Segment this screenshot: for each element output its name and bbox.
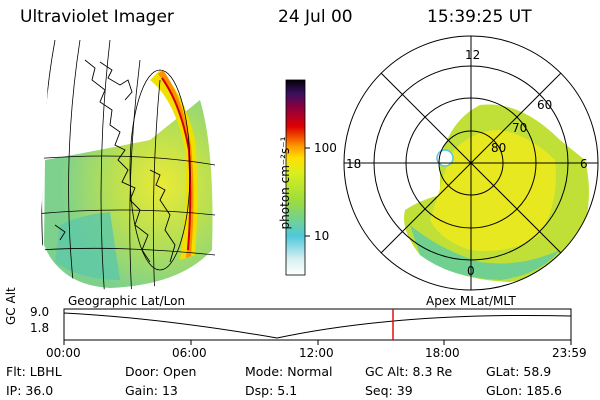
mlt-label-12: 12	[465, 48, 481, 62]
geographic-panel	[40, 40, 215, 290]
colorbar-unit-label: photon cm⁻²s⁻¹	[278, 136, 292, 230]
timeline-ytick-min: 1.8	[30, 321, 50, 335]
status-gcalt-label: GC Alt:	[365, 364, 409, 379]
geographic-panel-label: Geographic Lat/Lon	[68, 294, 186, 308]
status-glon-value: 185.6	[526, 383, 562, 398]
status-flt-value: LBHL	[29, 364, 62, 379]
lat-label-80: 80	[491, 141, 507, 155]
timeline-ytick-max: 9.0	[30, 305, 50, 319]
date-label: 24 Jul 00	[278, 7, 353, 27]
timeline-ylabel: GC Alt	[4, 287, 18, 325]
status-gain: Gain: 13	[125, 383, 178, 398]
status-seq-value: 39	[396, 383, 413, 398]
lat-label-60: 60	[537, 98, 553, 112]
status-gain-value: 13	[161, 383, 178, 398]
status-glon: GLon: 185.6	[486, 383, 562, 398]
status-mode-label: Mode:	[245, 364, 284, 379]
colorbar	[285, 79, 310, 276]
status-glon-label: GLon:	[486, 383, 523, 398]
lat-label-70: 70	[512, 121, 528, 135]
status-seq-label: Seq:	[365, 383, 393, 398]
status-ip-label: IP:	[6, 383, 22, 398]
timeline-xtick-2359: 23:59	[552, 346, 587, 360]
polar-panel	[343, 35, 599, 291]
status-seq: Seq: 39	[365, 383, 413, 398]
timeline-xtick-1800: 18:00	[425, 346, 460, 360]
status-glat-value: 58.9	[523, 364, 552, 379]
timeline-xtick-0600: 06:00	[172, 346, 207, 360]
instrument-title: Ultraviolet Imager	[20, 7, 174, 27]
status-gcalt: GC Alt: 8.3 Re	[365, 364, 452, 379]
status-door: Door: Open	[125, 364, 196, 379]
status-door-value: Open	[163, 364, 197, 379]
mlt-label-0: 0	[467, 264, 475, 278]
time-label: 15:39:25 UT	[427, 7, 532, 27]
colorbar-label-10: 10	[314, 229, 330, 243]
status-mode-value: Normal	[287, 364, 333, 379]
status-glat: GLat: 58.9	[486, 364, 551, 379]
status-dsp-value: 5.1	[277, 383, 298, 398]
colorbar-label-100: 100	[314, 141, 337, 155]
timeline-xtick-1200: 12:00	[299, 346, 334, 360]
altitude-timeline	[63, 308, 572, 345]
status-ip: IP: 36.0	[6, 383, 53, 398]
status-ip-value: 36.0	[25, 383, 54, 398]
polar-panel-label: Apex MLat/MLT	[426, 294, 516, 308]
timeline-xtick-0000: 00:00	[46, 346, 81, 360]
status-gcalt-value: 8.3 Re	[412, 364, 453, 379]
mlt-label-18: 18	[346, 157, 362, 171]
status-gain-label: Gain:	[125, 383, 158, 398]
status-flt: Flt: LBHL	[6, 364, 62, 379]
status-door-label: Door:	[125, 364, 160, 379]
status-flt-label: Flt:	[6, 364, 26, 379]
status-dsp: Dsp: 5.1	[245, 383, 297, 398]
mlt-label-6: 6	[580, 157, 588, 171]
status-dsp-label: Dsp:	[245, 383, 274, 398]
status-mode: Mode: Normal	[245, 364, 333, 379]
status-glat-label: GLat:	[486, 364, 520, 379]
